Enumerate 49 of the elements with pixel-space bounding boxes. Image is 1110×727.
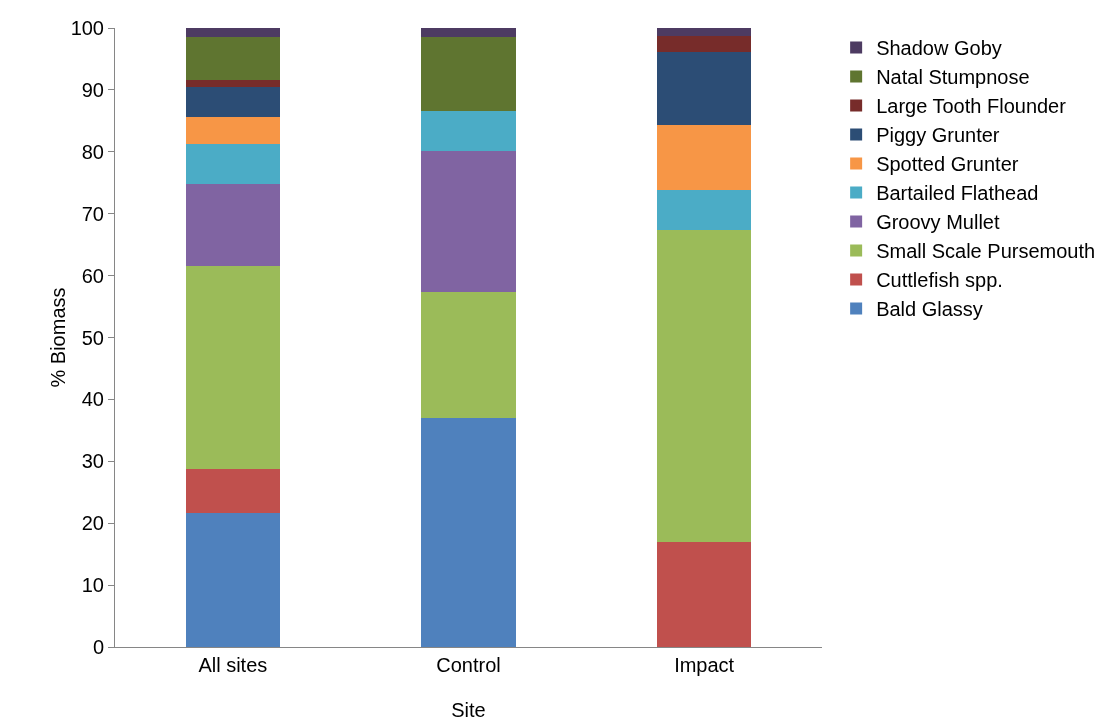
x-tick-label: Control — [436, 654, 501, 676]
bar — [657, 28, 752, 37]
legend-label: Small Scale Pursemouth — [876, 240, 1096, 263]
bar — [657, 190, 752, 230]
bar — [185, 265, 280, 469]
y-tick-label: 90 — [81, 78, 104, 101]
x-tick-label: All sites — [198, 654, 268, 676]
legend-label: Shadow Goby — [876, 37, 1002, 60]
y-tick-label: 0 — [92, 636, 104, 658]
bar — [657, 125, 752, 191]
bar — [185, 183, 280, 266]
legend-label: Bartailed Flathead — [876, 182, 1039, 205]
y-tick-label: 10 — [81, 574, 104, 597]
legend-label: Large Tooth Flounder — [876, 95, 1067, 118]
x-axis-title: Site — [451, 699, 486, 721]
x-tick-label: Impact — [674, 654, 735, 676]
y-tick-label: 50 — [81, 326, 104, 349]
bar — [657, 52, 752, 126]
y-tick-label: 40 — [81, 388, 104, 411]
bar — [185, 468, 280, 514]
bar — [185, 143, 280, 184]
bar — [421, 151, 516, 292]
y-tick-label: 30 — [81, 450, 104, 473]
y-tick-label: 80 — [81, 140, 104, 163]
y-tick-label: 70 — [81, 202, 104, 225]
legend-label: Spotted Grunter — [876, 153, 1019, 176]
legend-label: Bald Glassy — [876, 298, 983, 321]
bar — [421, 291, 516, 418]
bar — [421, 37, 516, 111]
legend-label: Natal Stumpnose — [876, 66, 1030, 89]
legend-label: Cuttlefish spp. — [876, 269, 1003, 292]
legend-label: Piggy Grunter — [876, 124, 1000, 147]
legend-label: Groovy Mullet — [876, 211, 1000, 234]
bar — [657, 229, 752, 542]
y-tick-label: 60 — [81, 264, 104, 287]
bar — [185, 86, 280, 118]
bar — [421, 28, 516, 38]
bar — [185, 80, 280, 87]
bar — [185, 37, 280, 80]
bar — [421, 417, 516, 647]
y-tick-label: 100 — [70, 17, 104, 39]
y-tick-label: 20 — [81, 512, 104, 535]
bar — [185, 117, 280, 144]
bar — [657, 36, 752, 53]
bar — [185, 513, 280, 647]
bar — [657, 541, 752, 647]
y-axis-title: % Biomass — [47, 287, 69, 388]
bar — [185, 28, 280, 38]
bar — [421, 110, 516, 152]
